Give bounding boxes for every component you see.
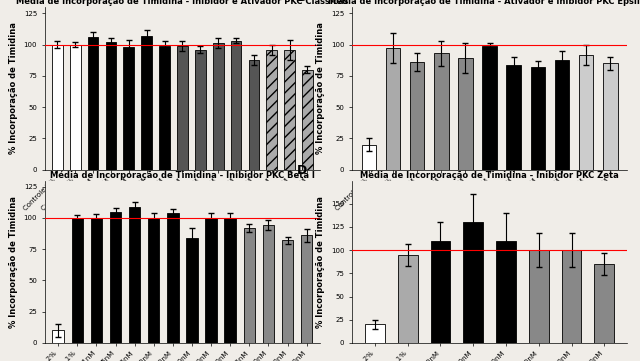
Bar: [230, 41, 241, 170]
X-axis label: Moduladores: Moduladores: [152, 226, 213, 235]
Bar: [110, 212, 121, 343]
Bar: [205, 218, 217, 343]
Bar: [262, 226, 274, 343]
Bar: [531, 67, 545, 170]
Bar: [562, 250, 581, 343]
Text: B: B: [297, 0, 307, 4]
Bar: [248, 60, 259, 170]
Bar: [410, 62, 424, 170]
Bar: [70, 45, 81, 170]
Bar: [141, 36, 152, 170]
Title: Média de Incorporação de Timidina - Ativador e Inibidor PKC Epsilon: Média de Incorporação de Timidina - Ativ…: [328, 0, 640, 6]
Bar: [458, 58, 473, 170]
Bar: [72, 218, 83, 343]
Bar: [91, 218, 102, 343]
X-axis label: Moduladores: Moduladores: [459, 226, 520, 235]
Bar: [225, 218, 236, 343]
Title: Média de Incorporação de Timidina - Inibidor PKC Zeta: Média de Incorporação de Timidina - Inib…: [360, 170, 619, 180]
Bar: [362, 145, 376, 170]
Y-axis label: % Incorporação de Timidina: % Incorporação de Timidina: [9, 196, 18, 328]
Bar: [266, 50, 277, 170]
Bar: [282, 240, 293, 343]
Title: Média de Incorporação de Timidina - Inibidor e Ativador PKC Clássicas: Média de Incorporação de Timidina - Inib…: [16, 0, 349, 6]
Y-axis label: % Incorporação de Timidina: % Incorporação de Timidina: [316, 22, 325, 155]
Bar: [52, 330, 64, 343]
Y-axis label: % Incorporação de Timidina: % Incorporação de Timidina: [316, 196, 325, 328]
Bar: [463, 222, 483, 343]
Bar: [129, 207, 140, 343]
Bar: [88, 37, 99, 170]
Bar: [595, 264, 614, 343]
Bar: [603, 64, 618, 170]
Bar: [212, 43, 223, 170]
Bar: [167, 213, 179, 343]
Bar: [244, 228, 255, 343]
Bar: [177, 46, 188, 170]
Bar: [301, 235, 312, 343]
Bar: [124, 47, 134, 170]
Bar: [186, 238, 198, 343]
Bar: [159, 46, 170, 170]
Y-axis label: % Incorporação de Timidina: % Incorporação de Timidina: [9, 22, 18, 155]
Bar: [579, 55, 593, 170]
Bar: [148, 218, 159, 343]
Bar: [555, 60, 569, 170]
Title: Média de Incorporação de Timidina - Inibidor PKC Beta I: Média de Incorporação de Timidina - Inib…: [50, 170, 315, 180]
Bar: [195, 50, 205, 170]
Bar: [302, 70, 313, 170]
Bar: [496, 241, 516, 343]
Bar: [365, 325, 385, 343]
Bar: [483, 46, 497, 170]
Bar: [506, 65, 521, 170]
Bar: [106, 42, 116, 170]
Bar: [431, 241, 451, 343]
Bar: [434, 53, 449, 170]
Bar: [529, 250, 548, 343]
Bar: [398, 255, 417, 343]
Text: D: D: [297, 164, 307, 177]
Bar: [386, 48, 400, 170]
Bar: [52, 45, 63, 170]
Bar: [284, 50, 295, 170]
